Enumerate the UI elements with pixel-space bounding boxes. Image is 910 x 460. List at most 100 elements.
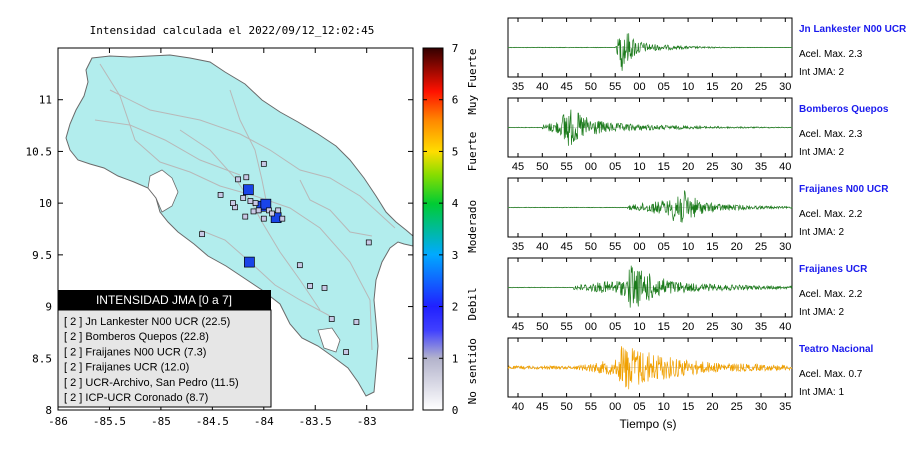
waveform-tick-label: 40: [779, 321, 791, 333]
jma-intensity: Int JMA: 2: [799, 227, 844, 238]
colorbar-tick-label: 1: [452, 352, 459, 365]
colorbar-category-label: Fuerte: [466, 132, 479, 172]
map-frame: [57, 47, 414, 411]
station-marker: [247, 198, 254, 204]
waveform-tick-label: 40: [512, 401, 524, 413]
map-y-tick-label: 9: [45, 301, 52, 314]
peak-acceleration: Acel. Max. 2.2: [799, 289, 863, 300]
station-marker: [242, 213, 249, 220]
waveform-tick-label: 50: [585, 81, 597, 93]
legend-item: [ 2 ] Fraijanes UCR (12.0): [64, 362, 189, 374]
waveform-tick-label: 55: [560, 321, 572, 333]
waveform-tick-label: 05: [658, 81, 670, 93]
waveform-tick-label: 10: [633, 321, 645, 333]
station-marker: [279, 215, 286, 222]
jma-intensity: Int JMA: 1: [799, 387, 844, 398]
jma-intensity: Int JMA: 2: [799, 147, 844, 158]
map-y-tick-label: 11: [39, 94, 52, 107]
peak-acceleration: Acel. Max. 2.2: [799, 209, 863, 220]
colorbar-labels: Muy Fuerte Fuerte Moderado Debil No sentido: [466, 48, 479, 404]
legend-items: [ 2 ] Jn Lankester N00 UCR (22.5) [ 2 ] B…: [64, 316, 239, 404]
waveform-tick-label: 20: [682, 161, 694, 173]
map-x-tick-label: -85: [151, 415, 171, 428]
map-x-tick-label: -83: [357, 415, 377, 428]
map-y-tick-label: 10.5: [26, 145, 53, 158]
waveform-tick-label: 15: [658, 321, 670, 333]
waveform-tick-label: 00: [633, 241, 645, 253]
station-marker: [266, 207, 272, 214]
station-marker: [199, 231, 205, 238]
waveform-tick-label: 25: [706, 161, 718, 173]
waveform-tick-label: 50: [536, 321, 548, 333]
waveform-tick-label: 25: [706, 321, 718, 333]
station-marker-large: [243, 184, 254, 196]
station-marker: [365, 239, 372, 246]
colorbar-tick-label: 3: [452, 249, 459, 262]
waveform-trace: [507, 33, 793, 71]
waveform-tick-label: 55: [560, 161, 572, 173]
colorbar: [422, 47, 444, 411]
station-marker: [353, 319, 360, 325]
map-x-tick-label: -83.5: [299, 415, 332, 428]
waveform-trace: [507, 346, 793, 390]
waveform-tick-label: 20: [706, 401, 718, 413]
station-name: Fraijanes UCR: [799, 264, 868, 275]
station-marker: [260, 215, 267, 222]
waveform-tick-label: 15: [682, 401, 694, 413]
station-name: Fraijanes N00 UCR: [799, 184, 889, 195]
station-name: Teatro Nacional: [799, 344, 873, 355]
colorbar-tick-label: 5: [452, 145, 459, 158]
colorbar-tick-label: 0: [452, 404, 459, 417]
peak-acceleration: Acel. Max. 2.3: [799, 129, 863, 140]
waveform-tick-label: 10: [682, 241, 694, 253]
waveform-panel: 35 40 45 50 55 00 05 10 15 20 25 30 Jn Lankester N00…: [507, 17, 907, 93]
colorbar-category-label: Muy Fuerte: [466, 48, 479, 114]
map-land: [65, 54, 414, 397]
station-marker: [250, 208, 257, 215]
colorbar-category-label: No sentido: [466, 338, 479, 404]
legend-title: INTENSIDAD JMA [0 a 7]: [96, 293, 232, 307]
waveform-tick-label: 35: [779, 401, 791, 413]
waveform-tick-label: 55: [585, 401, 597, 413]
station-marker: [240, 195, 247, 201]
waveform-tick-label: 05: [609, 161, 621, 173]
intensity-legend: INTENSIDAD JMA [0 a 7] [ 2 ] Jn Lankeste…: [57, 290, 272, 408]
waveform-tick-label: 40: [536, 81, 548, 93]
waveform-tick-label: 20: [682, 321, 694, 333]
waveform-tick-label: 45: [512, 161, 524, 173]
osa-gulf: [317, 327, 341, 353]
peak-acceleration: Acel. Max. 0.7: [799, 369, 863, 380]
map-x-axis: -86 -85.5 -85 -84.5 -84 -83.5 -83: [48, 48, 377, 428]
legend-item: [ 2 ] Jn Lankester N00 UCR (22.5): [64, 316, 230, 328]
waveform-tick-label: 10: [682, 81, 694, 93]
costa-rica-landmass: [65, 54, 414, 397]
waveform-tick-label: 35: [755, 161, 767, 173]
legend-body: [57, 309, 272, 408]
nicoya-gulf: [147, 169, 179, 213]
jma-intensity: Int JMA: 2: [799, 67, 844, 78]
waveform-tick-label: 15: [658, 161, 670, 173]
map-y-axis: 11 10.5 10 9.5 9 8.5 8: [26, 94, 413, 417]
waveform-tick-label: 35: [512, 81, 524, 93]
waveform-tick-label: 35: [755, 321, 767, 333]
waveform-panel: 45 50 55 00 05 10 15 20 25 30 35 40 Bomberos Quepos A…: [507, 97, 889, 173]
waveform-tick-label: 00: [633, 81, 645, 93]
colorbar-ticks: 7 6 5 4 3 2 1 0: [423, 42, 459, 417]
station-name: Jn Lankester N00 UCR: [799, 24, 907, 35]
station-name: Bomberos Quepos: [799, 104, 889, 115]
waveform-tick-label: 00: [585, 161, 597, 173]
station-marker-large: [260, 198, 272, 210]
station-marker: [230, 200, 236, 206]
waveform-tick-label: 25: [731, 401, 743, 413]
colorbar-tick-label: 7: [452, 42, 459, 55]
waveform-tick-label: 15: [706, 241, 718, 253]
waveform-tick-label: 45: [512, 321, 524, 333]
waveform-tick-label: 10: [658, 401, 670, 413]
station-marker: [235, 176, 241, 183]
waveform-trace: [508, 265, 793, 308]
colorbar-category-label: Debil: [466, 287, 479, 320]
waveform-tick-label: 45: [560, 81, 572, 93]
waveform-tick-label: 30: [779, 81, 791, 93]
waveform-tick-label: 30: [779, 241, 791, 253]
